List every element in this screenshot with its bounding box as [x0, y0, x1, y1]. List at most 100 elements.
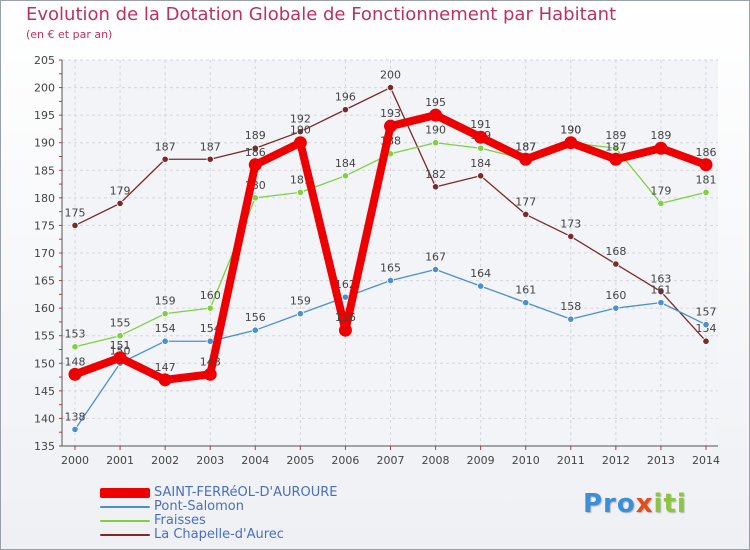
data-point-la-chapelle-d-aurec-2013 — [657, 287, 665, 296]
data-point-pont-salomon-2000 — [71, 425, 79, 434]
x-tick-label-2010: 2010 — [512, 454, 540, 467]
data-point-saint-ferr-ol-d-auroure-2000 — [68, 367, 82, 381]
data-label-fraisses-2014: 181 — [696, 173, 717, 186]
data-label-pont-salomon-2012: 160 — [605, 289, 626, 302]
data-point-la-chapelle-d-aurec-2011 — [567, 232, 575, 241]
y-tick-label-150: 150 — [34, 357, 55, 370]
legend-swatch-fraisses — [100, 520, 150, 522]
data-label-la-chapelle-d-aurec-2006: 196 — [335, 91, 356, 104]
x-tick-label-2006: 2006 — [331, 454, 359, 467]
data-label-pont-salomon-2008: 167 — [425, 251, 446, 264]
data-point-saint-ferr-ol-d-auroure-2014 — [699, 158, 713, 172]
x-tick-label-2003: 2003 — [196, 454, 224, 467]
data-point-saint-ferr-ol-d-auroure-2006 — [338, 323, 352, 337]
data-label-la-chapelle-d-aurec-2008: 182 — [425, 168, 446, 181]
data-label-la-chapelle-d-aurec-2005: 192 — [290, 113, 311, 126]
data-point-saint-ferr-ol-d-auroure-2003 — [203, 367, 217, 381]
y-tick-label-175: 175 — [34, 219, 55, 232]
data-point-saint-ferr-ol-d-auroure-2007 — [384, 119, 397, 133]
proxiti-logo: Proxiti — [583, 489, 687, 519]
chart-title: Evolution de la Dotation Globale de Fonc… — [26, 4, 617, 25]
legend-label-saint-ferreol: SAINT-FERRéOL-D'AUROURE — [154, 485, 338, 500]
data-label-saint-ferr-ol-d-auroure-2008: 195 — [425, 96, 446, 109]
data-label-la-chapelle-d-aurec-2000: 175 — [65, 206, 86, 219]
legend-swatch-la-chapelle — [100, 534, 150, 536]
data-point-pont-salomon-2009 — [477, 282, 485, 290]
data-label-pont-salomon-2002: 154 — [155, 322, 176, 335]
data-label-fraisses-2002: 159 — [155, 295, 176, 308]
data-label-la-chapelle-d-aurec-2003: 187 — [200, 140, 221, 153]
data-label-pont-salomon-2007: 165 — [380, 262, 401, 275]
data-point-fraisses-2000 — [71, 343, 79, 351]
x-tick-label-2011: 2011 — [557, 454, 585, 467]
data-label-pont-salomon-2010: 161 — [515, 284, 536, 297]
data-point-la-chapelle-d-aurec-2010 — [522, 210, 530, 218]
data-label-pont-salomon-2004: 156 — [245, 311, 266, 324]
data-point-fraisses-2006 — [341, 172, 350, 180]
data-label-la-chapelle-d-aurec-2011: 173 — [560, 217, 581, 230]
data-label-la-chapelle-d-aurec-2014: 154 — [696, 322, 717, 335]
x-tick-label-2001: 2001 — [106, 454, 134, 467]
data-point-pont-salomon-2008 — [431, 265, 440, 274]
x-tick-label-2009: 2009 — [467, 454, 495, 467]
data-point-pont-salomon-2012 — [612, 304, 620, 312]
y-tick-label-205: 205 — [34, 54, 55, 67]
data-label-pont-salomon-2014: 157 — [696, 306, 717, 319]
x-tick-label-2008: 2008 — [422, 454, 450, 467]
data-label-saint-ferr-ol-d-auroure-2000: 148 — [65, 355, 86, 368]
x-tick-label-2000: 2000 — [61, 454, 89, 467]
x-tick-label-2013: 2013 — [647, 454, 675, 467]
data-label-la-chapelle-d-aurec-2002: 187 — [155, 140, 176, 153]
data-label-saint-ferr-ol-d-auroure-2003: 148 — [200, 355, 221, 368]
data-point-fraisses-2001 — [116, 332, 124, 340]
data-point-la-chapelle-d-aurec-2005 — [296, 128, 304, 136]
x-tick-label-2007: 2007 — [377, 454, 405, 467]
data-label-fraisses-2000: 153 — [65, 328, 86, 341]
legend-label-fraisses: Fraisses — [154, 513, 206, 528]
data-label-pont-salomon-2011: 158 — [560, 300, 581, 313]
data-label-pont-salomon-2000: 138 — [65, 410, 86, 423]
y-tick-label-190: 190 — [34, 137, 55, 150]
logo-text-pro: Pro — [583, 489, 636, 519]
data-label-saint-ferr-ol-d-auroure-2012: 187 — [605, 140, 626, 153]
legend-item-fraisses: Fraisses — [100, 514, 338, 528]
data-point-pont-salomon-2006 — [341, 293, 350, 301]
data-label-saint-ferr-ol-d-auroure-2013: 189 — [650, 129, 671, 142]
y-tick-label-140: 140 — [34, 412, 55, 425]
data-point-fraisses-2008 — [431, 139, 440, 147]
data-label-saint-ferr-ol-d-auroure-2007: 193 — [380, 107, 401, 120]
data-label-fraisses-2011: 190 — [560, 124, 581, 137]
data-label-fraisses-2006: 184 — [335, 157, 356, 170]
data-point-saint-ferr-ol-d-auroure-2008 — [429, 108, 443, 122]
y-tick-label-145: 145 — [34, 385, 55, 398]
data-point-fraisses-2003 — [206, 304, 214, 312]
data-point-pont-salomon-2003 — [206, 337, 214, 345]
data-point-saint-ferr-ol-d-auroure-2009 — [474, 130, 488, 144]
data-label-saint-ferr-ol-d-auroure-2009: 191 — [470, 118, 491, 131]
data-label-la-chapelle-d-aurec-2009: 184 — [470, 157, 491, 170]
legend-item-saint-ferreol: SAINT-FERRéOL-D'AUROURE — [100, 486, 338, 500]
data-label-la-chapelle-d-aurec-2001: 179 — [110, 184, 131, 197]
data-label-saint-ferr-ol-d-auroure-2010: 187 — [515, 140, 536, 153]
data-label-pont-salomon-2013: 161 — [650, 284, 671, 297]
legend-label-la-chapelle: La Chapelle-d'Aurec — [154, 527, 284, 542]
data-label-saint-ferr-ol-d-auroure-2002: 147 — [155, 361, 176, 374]
logo-text-x: x — [635, 489, 654, 519]
data-point-la-chapelle-d-aurec-2008 — [431, 183, 440, 191]
x-tick-label-2004: 2004 — [241, 454, 269, 467]
data-label-saint-ferr-ol-d-auroure-2014: 186 — [696, 146, 717, 159]
chart-subtitle: (en € et par an) — [26, 28, 113, 41]
data-point-pont-salomon-2011 — [567, 315, 575, 323]
data-label-la-chapelle-d-aurec-2010: 177 — [515, 195, 536, 208]
data-label-pont-salomon-2005: 159 — [290, 295, 311, 308]
data-label-fraisses-2001: 155 — [110, 317, 131, 330]
data-label-saint-ferr-ol-d-auroure-2006: 156 — [335, 311, 356, 324]
data-point-fraisses-2004 — [251, 194, 259, 202]
data-point-la-chapelle-d-aurec-2012 — [612, 260, 620, 268]
data-point-saint-ferr-ol-d-auroure-2004 — [248, 158, 262, 172]
data-label-fraisses-2013: 179 — [650, 184, 671, 197]
legend-label-pont-salomon: Pont-Salomon — [154, 499, 244, 514]
data-point-pont-salomon-2007 — [386, 276, 395, 285]
data-label-saint-ferr-ol-d-auroure-2005: 190 — [290, 124, 311, 137]
